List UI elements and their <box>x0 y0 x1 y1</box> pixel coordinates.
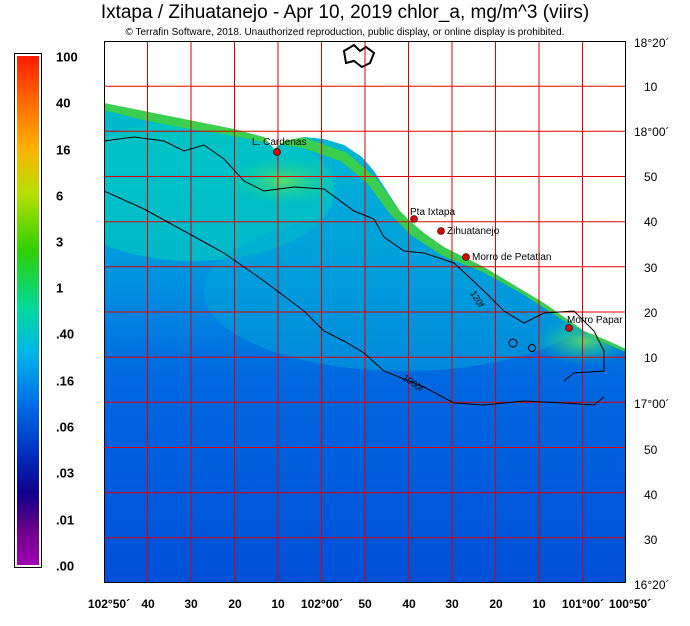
label-morro-papar: Morro Papar <box>567 315 623 326</box>
lon-label-102-50: 102°50´ <box>87 597 131 611</box>
map-title: Ixtapa / Zihuatanejo - Apr 10, 2019 chlo… <box>100 2 590 23</box>
marker-l-cardenas <box>273 148 281 156</box>
lat-lon-grid <box>104 41 626 583</box>
lat-label-17-50: 50 <box>644 170 658 184</box>
scale-label-001: .01 <box>56 512 75 528</box>
scale-label-040: .40 <box>56 326 75 342</box>
isobath-120 <box>103 136 605 382</box>
label-l-cardenas: L. Cardenas <box>252 137 306 148</box>
color-scale-bar <box>14 53 42 568</box>
label-pta-ixtapa: Pta Ixtapa <box>410 207 455 218</box>
scale-label-1: 1 <box>56 280 64 296</box>
copyright-notice: © Terrafin Software, 2018. Unauthorized … <box>125 27 565 38</box>
lat-label-16-30: 30 <box>644 533 658 547</box>
isobath-ring <box>528 344 536 352</box>
map-border <box>104 41 626 583</box>
map-canvas: 120f 1000f L. Cardenas Pta Ixtapa Zihuat… <box>54 41 634 583</box>
marker-zihuatanejo <box>437 227 445 235</box>
scale-label-003: .03 <box>56 465 75 481</box>
lat-label-18-20: 18°20´ <box>634 36 670 50</box>
chlorophyll-patch <box>224 156 344 206</box>
lat-label-16-50: 50 <box>644 443 658 457</box>
scale-label-3: 3 <box>56 234 64 250</box>
lon-label-101-50: 50 <box>358 597 372 611</box>
scale-label-6: 6 <box>56 188 64 204</box>
lat-label-18-00: 18°00´ <box>634 125 670 139</box>
lat-label-17-20: 20 <box>644 306 658 320</box>
lon-label-102-40: 40 <box>141 597 155 611</box>
coastal-water <box>54 121 334 261</box>
scale-label-40: 40 <box>56 95 71 111</box>
scale-label-006: .06 <box>56 419 75 435</box>
isobath-ring <box>508 338 518 348</box>
lat-label-16-40: 40 <box>644 488 658 502</box>
lon-label-102-20: 20 <box>228 597 242 611</box>
color-scale-gradient <box>17 56 39 565</box>
label-zihuatanejo: Zihuatanejo <box>447 226 500 237</box>
place-markers <box>273 148 573 332</box>
lon-label-102-00: 102°00´ <box>300 597 344 611</box>
marker-pta-ixtapa <box>410 215 418 223</box>
lat-label-18-10: 10 <box>644 80 658 94</box>
lon-label-102-30: 30 <box>184 597 198 611</box>
scale-label-000: .00 <box>56 558 75 574</box>
chlorophyll-map: 120f 1000f L. Cardenas Pta Ixtapa Zihuat… <box>54 41 634 588</box>
lon-label-100-50: 100°50´ <box>608 597 652 611</box>
lat-label-17-40: 40 <box>644 215 658 229</box>
lon-label-101-10: 10 <box>532 597 546 611</box>
isobath-1000 <box>103 190 605 406</box>
lon-label-102-10: 10 <box>271 597 285 611</box>
island-outline <box>342 43 376 69</box>
marker-morro-papar <box>565 324 573 332</box>
marker-morro-de-petatlan <box>462 253 470 261</box>
scale-label-16: 16 <box>56 142 71 158</box>
lon-label-101-00: 101°00´ <box>561 597 605 611</box>
lat-label-17-00: 17°00´ <box>634 397 670 411</box>
lon-label-101-20: 20 <box>489 597 503 611</box>
lon-label-101-40: 40 <box>402 597 416 611</box>
scale-label-016: .16 <box>56 373 75 389</box>
lat-label-17-10: 10 <box>644 351 658 365</box>
lat-label-17-30: 30 <box>644 261 658 275</box>
label-morro-de-petatlan: Morro de Petatlan <box>472 252 552 263</box>
lat-label-16-20: 16°20´ <box>634 578 670 592</box>
scale-label-100: 100 <box>56 49 78 65</box>
lon-label-101-30: 30 <box>445 597 459 611</box>
